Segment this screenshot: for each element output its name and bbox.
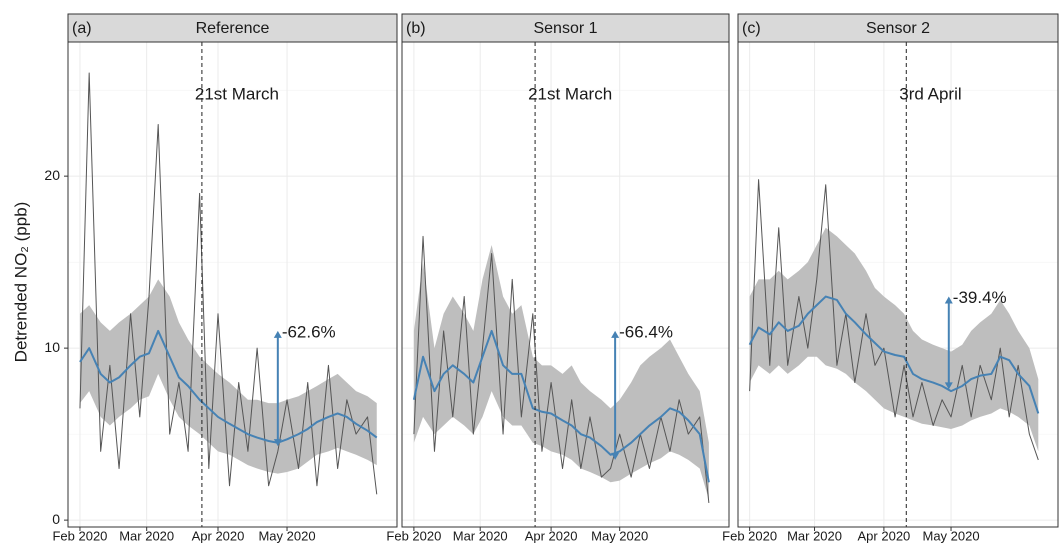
x-tick-label: Feb 2020 xyxy=(386,528,441,543)
strip xyxy=(737,13,1059,43)
x-tick-label: May 2020 xyxy=(922,528,979,543)
panel-border xyxy=(401,41,730,528)
x-tick-label: Feb 2020 xyxy=(52,528,107,543)
change-label: -62.6% xyxy=(282,322,336,341)
y-axis-label: Detrended NO₂ (ppb) xyxy=(11,202,30,363)
arrow-head xyxy=(944,382,953,390)
plot-area xyxy=(412,235,710,503)
observed-line xyxy=(749,179,1039,461)
y-tick-label: 20 xyxy=(44,167,60,183)
x-tick-label: Apr 2020 xyxy=(858,528,911,543)
change-label: -66.4% xyxy=(619,322,673,341)
confidence-band xyxy=(413,244,709,500)
arrow-head xyxy=(611,330,620,338)
change-label: -39.4% xyxy=(953,288,1007,307)
panel-title: Sensor 2 xyxy=(866,20,930,37)
strip xyxy=(401,13,730,43)
panel-title: Sensor 1 xyxy=(533,20,597,37)
y-tick-label: 0 xyxy=(52,511,60,527)
smooth-line xyxy=(412,329,710,483)
panel-tag: (c) xyxy=(742,20,761,37)
smooth-line xyxy=(79,329,378,444)
event-label: 21st March xyxy=(195,84,279,103)
panel-border xyxy=(737,41,1059,528)
panel-border xyxy=(67,41,398,528)
plot-area xyxy=(748,179,1040,461)
arrow-head xyxy=(611,452,620,460)
arrow-head xyxy=(944,296,953,304)
observed-line xyxy=(79,72,378,495)
arrow-head xyxy=(273,330,282,338)
x-tick-label: Mar 2020 xyxy=(453,528,508,543)
panel-title: Reference xyxy=(196,20,270,37)
x-tick-label: Apr 2020 xyxy=(525,528,578,543)
smooth-line xyxy=(748,295,1040,414)
plot-area xyxy=(79,72,378,495)
y-tick-label: 10 xyxy=(44,339,60,355)
panel-tag: (a) xyxy=(72,20,92,37)
event-label: 21st March xyxy=(528,84,612,103)
arrow-head xyxy=(273,439,282,447)
confidence-band xyxy=(749,227,1039,452)
x-tick-label: Feb 2020 xyxy=(722,528,777,543)
event-label: 3rd April xyxy=(899,84,961,103)
confidence-band xyxy=(79,279,377,474)
x-tick-label: Apr 2020 xyxy=(192,528,245,543)
panel-tag: (b) xyxy=(406,20,426,37)
x-tick-label: May 2020 xyxy=(591,528,648,543)
x-tick-label: Mar 2020 xyxy=(119,528,174,543)
x-tick-label: Mar 2020 xyxy=(787,528,842,543)
x-tick-label: May 2020 xyxy=(258,528,315,543)
